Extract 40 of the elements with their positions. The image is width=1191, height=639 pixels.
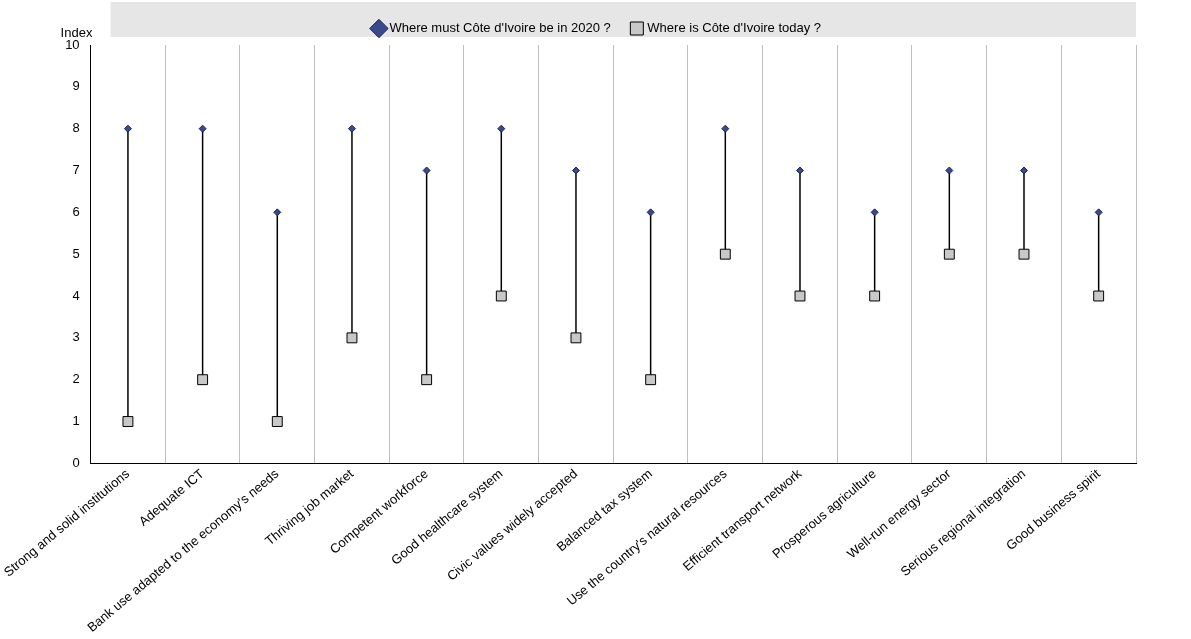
y-tick-label: 0 [72, 454, 80, 470]
point [1093, 290, 1105, 302]
y-tick-label: 5 [72, 245, 80, 261]
y-tick-label: 2 [72, 371, 80, 387]
legend-label: Where is Côte d'Ivoire today ? [647, 20, 822, 36]
legend-label: Where must Côte d'Ivoire be in 2020 ? [389, 20, 611, 36]
point [795, 166, 804, 175]
point [421, 374, 433, 386]
point [1019, 166, 1028, 175]
y-tick-label: 6 [72, 203, 80, 219]
point [570, 332, 582, 344]
point [346, 332, 358, 344]
point [422, 166, 431, 175]
point [347, 124, 356, 133]
point [1094, 208, 1103, 217]
point [495, 290, 507, 302]
point [719, 248, 731, 260]
point [497, 124, 506, 133]
point [945, 166, 954, 175]
point [646, 208, 655, 217]
y-tick-label: 7 [72, 162, 80, 178]
point [943, 248, 955, 260]
point [869, 290, 881, 302]
point [571, 166, 580, 175]
y-tick-label: 3 [72, 329, 80, 345]
y-tick-label: 8 [72, 120, 80, 136]
y-tick-label: 9 [72, 78, 80, 94]
point [1018, 248, 1030, 260]
point [122, 416, 134, 427]
point [273, 208, 282, 217]
point [645, 374, 657, 386]
point [197, 374, 209, 386]
point [721, 124, 730, 133]
y-tick-label: 4 [72, 287, 80, 303]
point [198, 124, 207, 133]
point [794, 290, 806, 302]
point [123, 124, 132, 133]
point [870, 208, 879, 217]
y-tick-label: 1 [72, 413, 80, 429]
point [271, 416, 283, 427]
